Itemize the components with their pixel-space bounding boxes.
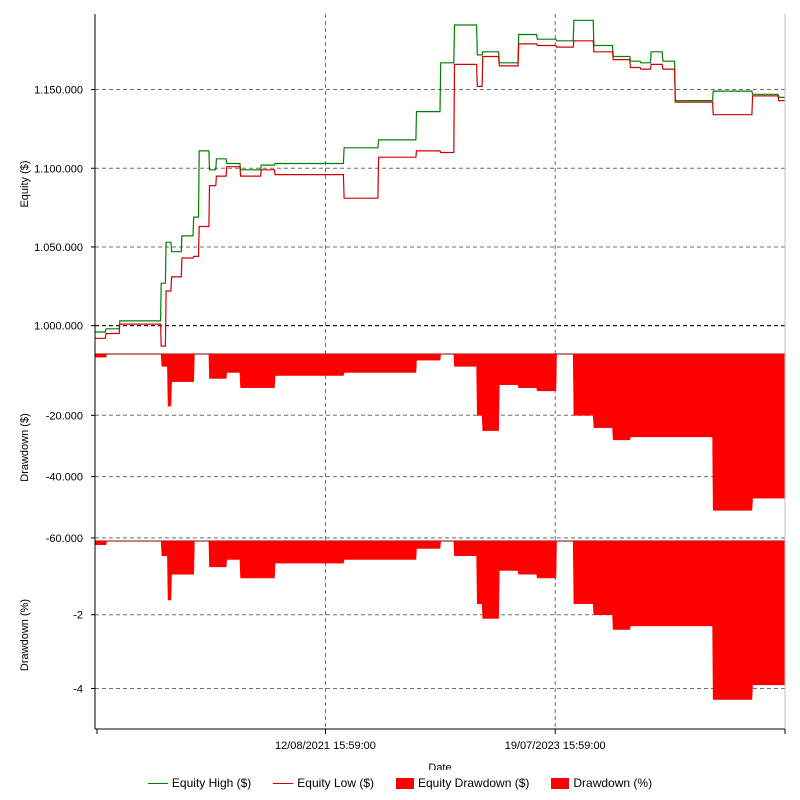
xlabel: Date xyxy=(428,762,451,770)
legend-item-drawdown-percent[interactable]: Drawdown (%) xyxy=(551,776,652,790)
area-drawdown_percent xyxy=(94,540,786,700)
chart-legend: Equity High ($) Equity Low ($) Equity Dr… xyxy=(0,776,800,790)
ytick-label-drawdown_dollars-1: -40.000 xyxy=(46,472,83,484)
panel-drawdown_dollars: -20.000 -40.000 -60.000 Drawdown ($) xyxy=(19,353,786,545)
panel-drawdown_percent: -2 -4 Drawdown (%) xyxy=(19,540,786,730)
panel-equity: 1.000.000 1.050.000 1.100.000 1.150.000 Equi… xyxy=(19,14,786,355)
legend-swatch-equity-low xyxy=(273,782,294,784)
legend-label-equity-high: Equity High ($) xyxy=(171,776,252,790)
xtick-label-1: 19/07/2023 15:59:00 xyxy=(505,740,606,752)
ytick-label-equity-3: 1.150.000 xyxy=(34,85,83,97)
chart-canvas: 1.000.000 1.050.000 1.100.000 1.150.000 Equi… xyxy=(19,14,786,774)
ytick-label-equity-1: 1.050.000 xyxy=(34,242,83,254)
line-series-0 xyxy=(95,19,785,333)
ylabel-equity: Equity ($) xyxy=(19,160,31,207)
legend-swatch-equity-drawdown xyxy=(396,777,414,789)
ytick-label-equity-2: 1.100.000 xyxy=(34,163,83,175)
ylabel-drawdown_dollars: Drawdown ($) xyxy=(19,413,31,481)
ytick-label-drawdown_dollars-2: -60.000 xyxy=(46,533,83,545)
ytick-label-drawdown_percent-1: -4 xyxy=(73,683,83,695)
area-drawdown_dollars xyxy=(94,353,786,511)
legend-item-equity-low[interactable]: Equity Low ($) xyxy=(273,776,374,790)
ylabel-drawdown_percent: Drawdown (%) xyxy=(19,599,31,671)
ytick-label-equity-0: 1.000.000 xyxy=(34,321,83,333)
legend-label-drawdown-percent: Drawdown (%) xyxy=(573,776,653,790)
line-series-1 xyxy=(95,40,785,347)
legend-item-equity-high[interactable]: Equity High ($) xyxy=(147,776,252,790)
legend-label-equity-low: Equity Low ($) xyxy=(297,776,374,790)
xtick-label-0: 12/08/2021 15:59:00 xyxy=(275,740,376,752)
legend-swatch-equity-high xyxy=(147,782,168,784)
ytick-label-drawdown_percent-0: -2 xyxy=(73,610,83,622)
legend-label-equity-drawdown: Equity Drawdown ($) xyxy=(418,776,530,790)
legend-swatch-drawdown-percent xyxy=(551,777,570,789)
legend-item-equity-drawdown[interactable]: Equity Drawdown ($) xyxy=(396,776,529,790)
ytick-label-drawdown_dollars-0: -20.000 xyxy=(46,410,83,422)
